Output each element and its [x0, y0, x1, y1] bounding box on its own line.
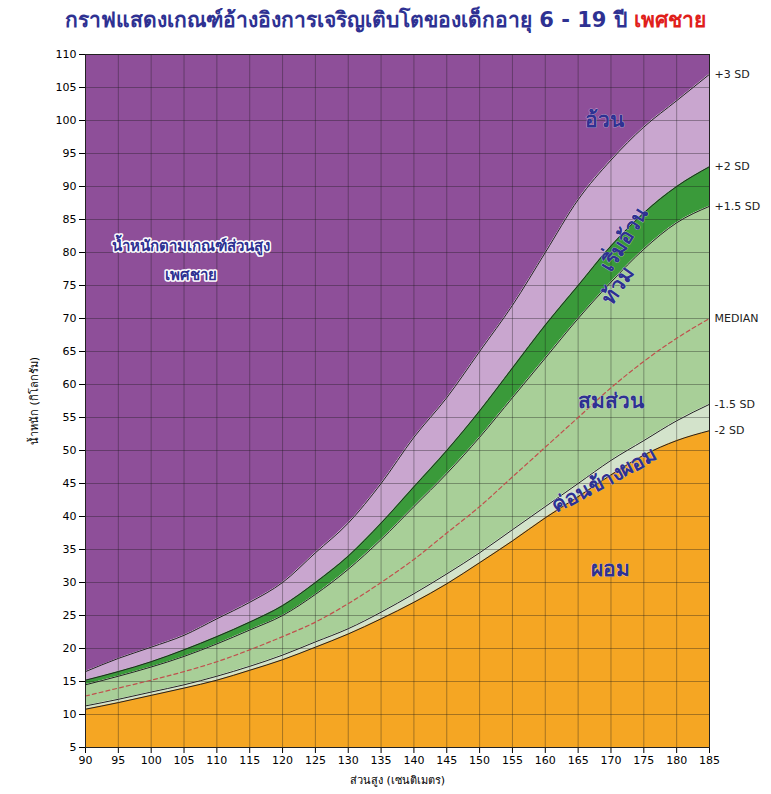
svg-text:130: 130 — [338, 754, 359, 767]
svg-text:105: 105 — [56, 81, 77, 94]
svg-text:145: 145 — [436, 754, 457, 767]
svg-text:20: 20 — [63, 642, 77, 655]
svg-text:115: 115 — [239, 754, 260, 767]
svg-text:อ้วน: อ้วน — [585, 108, 625, 132]
svg-text:165: 165 — [568, 754, 589, 767]
svg-text:150: 150 — [469, 754, 490, 767]
svg-text:5: 5 — [70, 741, 77, 754]
svg-text:น้ำหนัก (กิโลกรัม): น้ำหนัก (กิโลกรัม) — [26, 357, 41, 445]
svg-text:เริ่มอ้วน: เริ่มอ้วน — [591, 200, 653, 276]
svg-text:60: 60 — [63, 378, 77, 391]
svg-text:180: 180 — [666, 754, 687, 767]
svg-text:ผอม: ผอม — [591, 557, 630, 581]
svg-text:135: 135 — [371, 754, 392, 767]
svg-text:+2 SD: +2 SD — [715, 160, 750, 173]
svg-text:105: 105 — [174, 754, 195, 767]
svg-text:เพศชาย: เพศชาย — [165, 266, 217, 284]
svg-text:100: 100 — [56, 114, 77, 127]
svg-text:85: 85 — [63, 213, 77, 226]
svg-text:70: 70 — [63, 312, 77, 325]
svg-text:120: 120 — [272, 754, 293, 767]
svg-text:25: 25 — [63, 609, 77, 622]
svg-text:น้ำหนักตามเกณฑ์ส่วนสูง: น้ำหนักตามเกณฑ์ส่วนสูง — [112, 234, 270, 256]
svg-text:140: 140 — [403, 754, 424, 767]
svg-text:30: 30 — [63, 576, 77, 589]
svg-text:ค่อนข้างผอม: ค่อนข้างผอม — [547, 442, 661, 518]
svg-text:75: 75 — [63, 279, 77, 292]
svg-text:90: 90 — [63, 180, 77, 193]
svg-text:สมส่วน: สมส่วน — [578, 389, 645, 413]
svg-text:155: 155 — [502, 754, 523, 767]
svg-text:125: 125 — [305, 754, 326, 767]
svg-text:100: 100 — [141, 754, 162, 767]
svg-text:-1.5 SD: -1.5 SD — [715, 398, 755, 411]
svg-text:170: 170 — [600, 754, 621, 767]
svg-text:160: 160 — [535, 754, 556, 767]
svg-text:175: 175 — [633, 754, 654, 767]
svg-text:45: 45 — [63, 477, 77, 490]
svg-text:15: 15 — [63, 675, 77, 688]
svg-text:50: 50 — [63, 444, 77, 457]
svg-text:110: 110 — [56, 48, 77, 61]
svg-text:35: 35 — [63, 543, 77, 556]
html-text:กราฟแสดงเกณฑ์อ้างอิงการเจริญเต: กราฟแสดงเกณฑ์อ้างอิงการเจริญเติบโตของเด็… — [64, 8, 706, 32]
svg-text:110: 110 — [206, 754, 227, 767]
svg-text:95: 95 — [63, 147, 77, 160]
svg-text:55: 55 — [63, 411, 77, 424]
svg-text:+3 SD: +3 SD — [715, 68, 750, 81]
svg-text:MEDIAN: MEDIAN — [715, 312, 759, 325]
svg-text:65: 65 — [63, 345, 77, 358]
svg-text:ท้วม: ท้วม — [596, 262, 639, 309]
svg-text:ส่วนสูง (เซนติเมตร): ส่วนสูง (เซนติเมตร) — [350, 774, 445, 787]
svg-text:80: 80 — [63, 246, 77, 259]
svg-text:95: 95 — [111, 754, 125, 767]
svg-text:10: 10 — [63, 708, 77, 721]
svg-text:+1.5 SD: +1.5 SD — [715, 200, 761, 213]
svg-text:90: 90 — [79, 754, 93, 767]
svg-text:-2 SD: -2 SD — [715, 424, 745, 437]
svg-text:185: 185 — [699, 754, 720, 767]
svg-text:40: 40 — [63, 510, 77, 523]
